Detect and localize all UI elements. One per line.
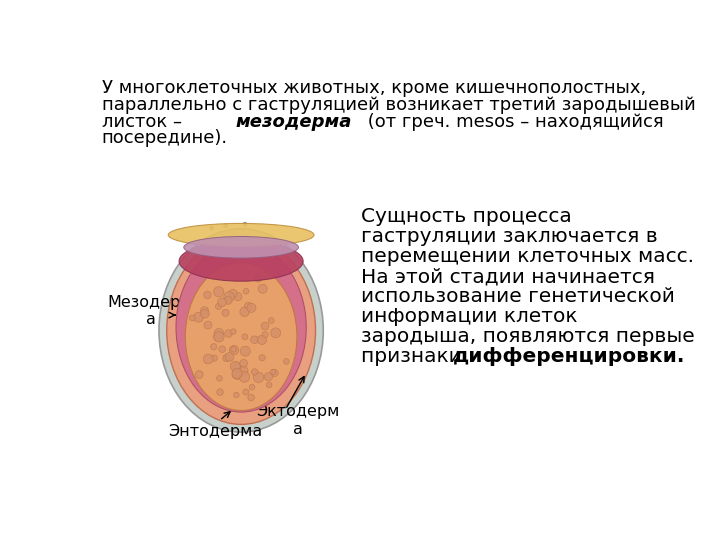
Circle shape: [210, 343, 217, 350]
Circle shape: [229, 346, 238, 355]
Circle shape: [189, 315, 195, 321]
Circle shape: [258, 285, 267, 293]
Circle shape: [210, 226, 214, 230]
Circle shape: [284, 359, 289, 364]
Circle shape: [201, 309, 210, 318]
Circle shape: [214, 287, 224, 297]
Circle shape: [225, 330, 232, 337]
Circle shape: [266, 382, 272, 388]
Text: Мезодерм
а: Мезодерм а: [108, 295, 193, 327]
Text: листок –: листок –: [102, 112, 187, 131]
Circle shape: [251, 369, 258, 375]
Circle shape: [255, 275, 262, 282]
Circle shape: [214, 328, 224, 338]
Text: На этой стадии начинается: На этой стадии начинается: [361, 267, 655, 286]
Circle shape: [215, 303, 222, 309]
Circle shape: [217, 298, 226, 307]
Circle shape: [204, 321, 212, 329]
Circle shape: [234, 293, 242, 301]
Circle shape: [224, 292, 234, 302]
Circle shape: [214, 332, 222, 341]
Circle shape: [251, 336, 258, 343]
Text: мезодерма: мезодерма: [235, 112, 351, 131]
Circle shape: [269, 318, 274, 323]
Circle shape: [239, 372, 250, 382]
Text: Эктодерм
а: Эктодерм а: [256, 404, 339, 437]
Text: гаструляции заключается в: гаструляции заключается в: [361, 227, 658, 246]
Text: У многоклеточных животных, кроме кишечнополостных,: У многоклеточных животных, кроме кишечно…: [102, 79, 646, 97]
Text: дифференцировки.: дифференцировки.: [453, 347, 685, 367]
Text: перемещении клеточных масс.: перемещении клеточных масс.: [361, 247, 694, 266]
Circle shape: [264, 373, 273, 381]
Circle shape: [204, 291, 211, 299]
Circle shape: [225, 353, 234, 361]
Circle shape: [233, 362, 241, 370]
Circle shape: [262, 332, 269, 338]
Circle shape: [240, 346, 250, 356]
Circle shape: [233, 392, 239, 398]
Ellipse shape: [176, 242, 306, 412]
Circle shape: [232, 368, 242, 379]
Text: признаки: признаки: [361, 347, 469, 367]
Circle shape: [243, 222, 247, 226]
Circle shape: [224, 296, 232, 305]
Circle shape: [217, 375, 222, 381]
Circle shape: [261, 322, 269, 330]
Circle shape: [222, 354, 230, 362]
Ellipse shape: [168, 224, 314, 247]
Circle shape: [229, 289, 237, 298]
Circle shape: [240, 360, 248, 367]
Text: зародыша, появляются первые: зародыша, появляются первые: [361, 327, 695, 346]
Circle shape: [259, 355, 265, 361]
Circle shape: [240, 307, 249, 316]
Circle shape: [217, 389, 223, 395]
Ellipse shape: [184, 237, 299, 258]
Circle shape: [244, 302, 252, 310]
Ellipse shape: [159, 229, 323, 432]
Circle shape: [230, 329, 236, 334]
Circle shape: [249, 384, 255, 390]
Circle shape: [194, 312, 203, 322]
Ellipse shape: [167, 237, 315, 424]
Circle shape: [203, 354, 213, 364]
Circle shape: [247, 303, 256, 312]
Text: Энтодерма: Энтодерма: [168, 424, 263, 439]
Circle shape: [224, 224, 228, 228]
Circle shape: [214, 332, 224, 342]
Circle shape: [243, 389, 249, 395]
Circle shape: [248, 394, 254, 401]
Circle shape: [270, 369, 276, 375]
Text: информации клеток: информации клеток: [361, 307, 577, 326]
Circle shape: [230, 361, 240, 372]
Text: посередине).: посередине).: [102, 130, 228, 147]
Circle shape: [257, 335, 266, 345]
Circle shape: [222, 309, 229, 316]
Circle shape: [243, 288, 249, 294]
Text: (от греч. mesos – находящийся: (от греч. mesos – находящийся: [362, 112, 664, 131]
Circle shape: [219, 346, 225, 353]
Circle shape: [201, 307, 209, 315]
Circle shape: [271, 369, 278, 376]
Circle shape: [242, 334, 248, 340]
Circle shape: [195, 370, 203, 379]
Circle shape: [253, 372, 264, 382]
Circle shape: [271, 328, 281, 338]
Ellipse shape: [179, 241, 303, 281]
Circle shape: [231, 347, 236, 352]
Circle shape: [232, 369, 243, 380]
Circle shape: [211, 355, 217, 361]
Text: Сущность процесса: Сущность процесса: [361, 207, 572, 226]
Circle shape: [239, 366, 248, 375]
Ellipse shape: [185, 262, 297, 410]
Text: параллельно с гаструляцией возникает третий зародышевый: параллельно с гаструляцией возникает тре…: [102, 96, 696, 113]
Text: использование генетической: использование генетической: [361, 287, 675, 306]
